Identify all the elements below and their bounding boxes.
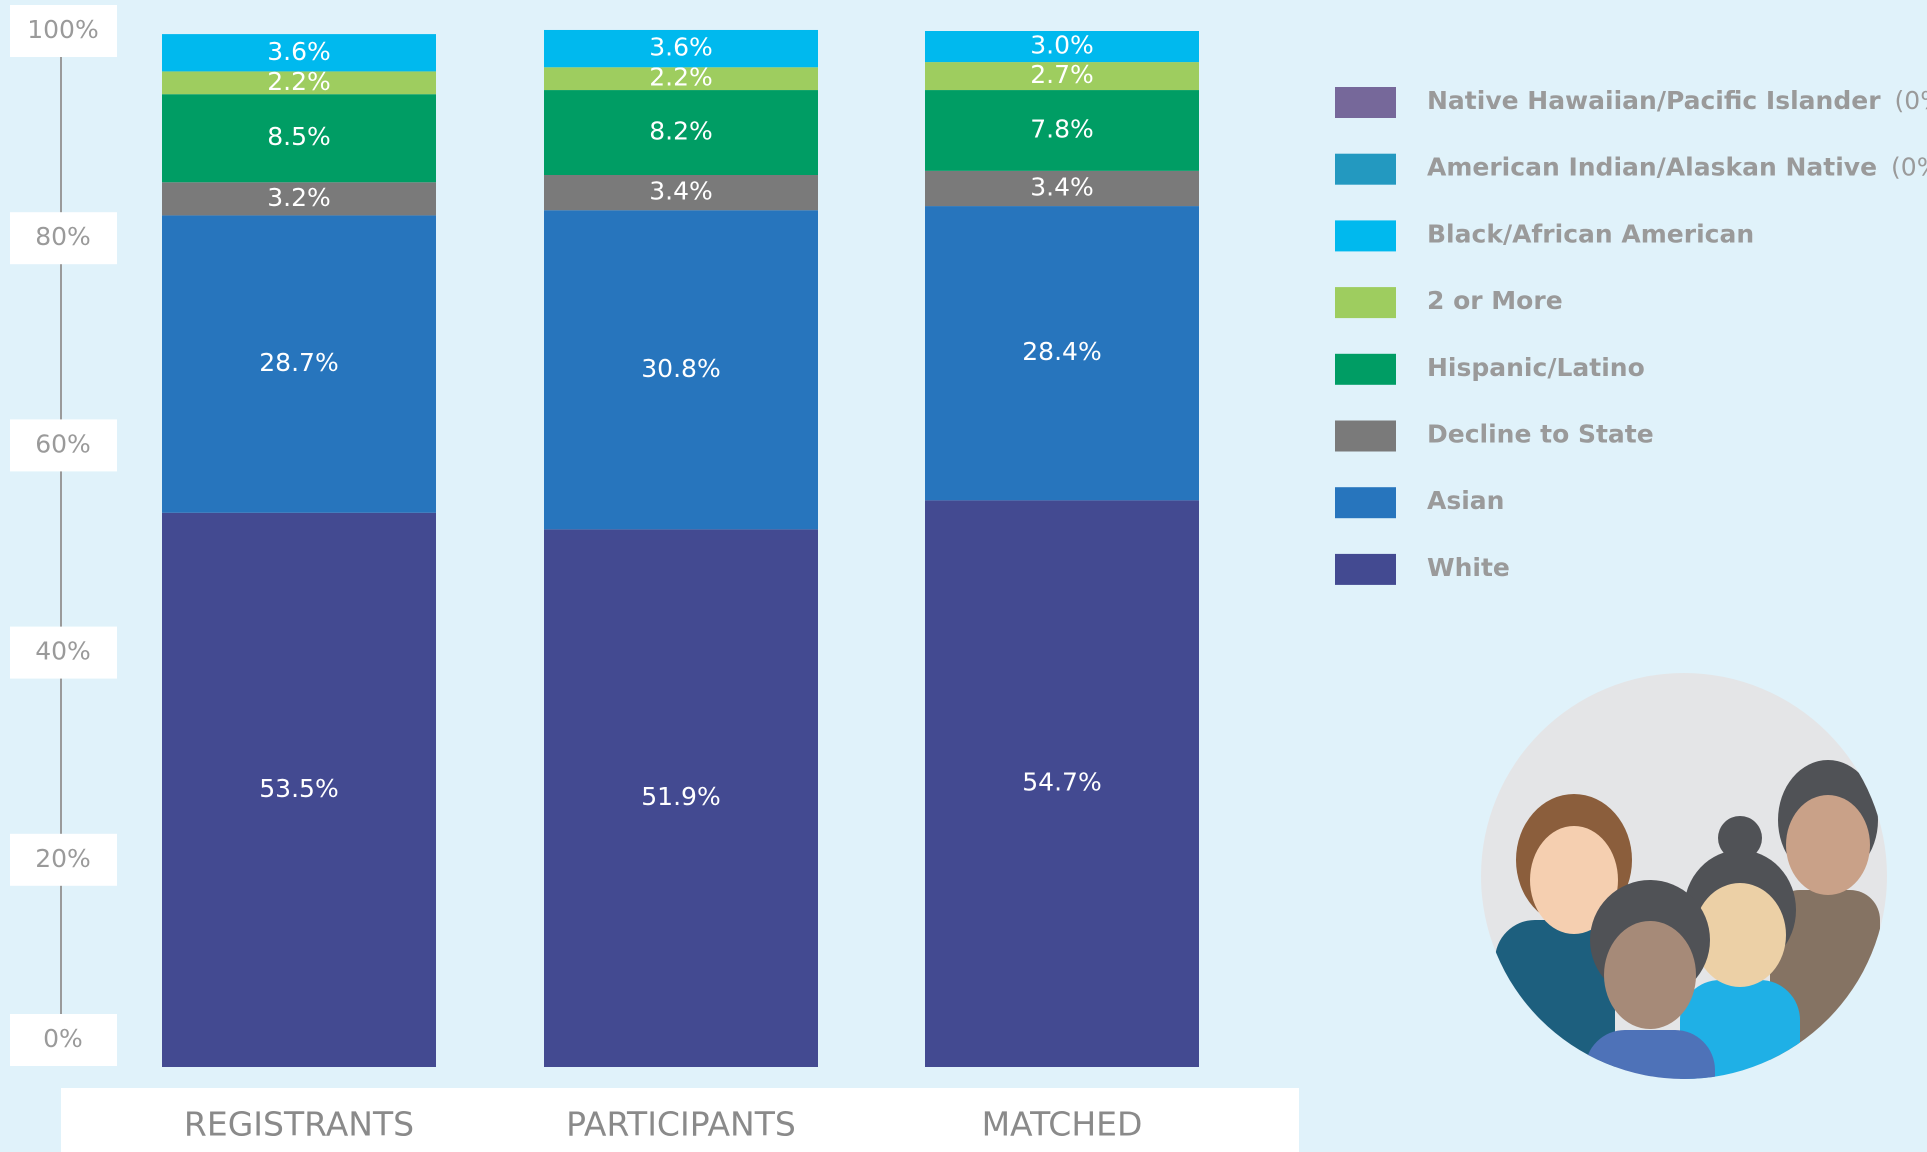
data-label: 54.7% <box>1022 768 1101 797</box>
data-label: 3.0% <box>1030 31 1094 60</box>
legend-swatch <box>1335 554 1396 585</box>
y-tick-label: 40% <box>35 637 91 666</box>
y-tick-label: 80% <box>35 222 91 251</box>
data-label: 7.8% <box>1030 114 1094 143</box>
data-label: 53.5% <box>259 774 338 803</box>
legend-label: Native Hawaiian/Pacific Islander <box>1427 86 1881 115</box>
y-tick-label: 0% <box>43 1024 83 1053</box>
y-tick-label: 60% <box>35 429 91 458</box>
data-label: 3.4% <box>649 177 713 206</box>
x-tick-label: MATCHED <box>982 1105 1143 1144</box>
legend-label: Black/African American <box>1427 219 1754 248</box>
legend-swatch <box>1335 87 1396 118</box>
legend-label: Decline to State <box>1427 420 1654 449</box>
illustration <box>1481 673 1887 1150</box>
y-tick-label: 100% <box>27 15 98 44</box>
data-label: 8.2% <box>649 117 713 146</box>
data-label: 30.8% <box>641 354 720 383</box>
legend-swatch <box>1335 154 1396 185</box>
legend-label: White <box>1427 553 1510 582</box>
legend-note: (0%) <box>1891 153 1927 182</box>
legend-swatch <box>1335 220 1396 251</box>
legend-note: (0%) <box>1895 86 1927 115</box>
data-label: 8.5% <box>267 122 331 151</box>
data-label: 28.7% <box>259 348 338 377</box>
data-label: 28.4% <box>1022 337 1101 366</box>
data-label: 2.7% <box>1030 60 1094 89</box>
data-label: 3.4% <box>1030 172 1094 201</box>
legend-swatch <box>1335 354 1396 385</box>
legend-swatch <box>1335 287 1396 318</box>
x-tick-label: PARTICIPANTS <box>566 1105 796 1144</box>
legend-label: Hispanic/Latino <box>1427 353 1645 382</box>
legend-swatch <box>1335 487 1396 518</box>
data-label: 51.9% <box>641 782 720 811</box>
legend-swatch <box>1335 421 1396 452</box>
x-tick-label: REGISTRANTS <box>184 1105 414 1144</box>
legend-label: American Indian/Alaskan Native <box>1427 153 1877 182</box>
data-label: 3.6% <box>267 37 331 66</box>
y-tick-label: 20% <box>35 844 91 873</box>
page: {"chart_data":{"type":"stacked_bar", "ca… <box>0 0 1927 1152</box>
data-label: 3.2% <box>267 183 331 212</box>
chart: 0% 20% 40% 60% 80% 100% REGISTRANTS 53.5% 28.7% 3… <box>0 0 1927 1152</box>
legend-label: 2 or More <box>1427 286 1563 315</box>
legend-label: Asian <box>1427 486 1504 515</box>
data-label: 3.6% <box>649 33 713 62</box>
